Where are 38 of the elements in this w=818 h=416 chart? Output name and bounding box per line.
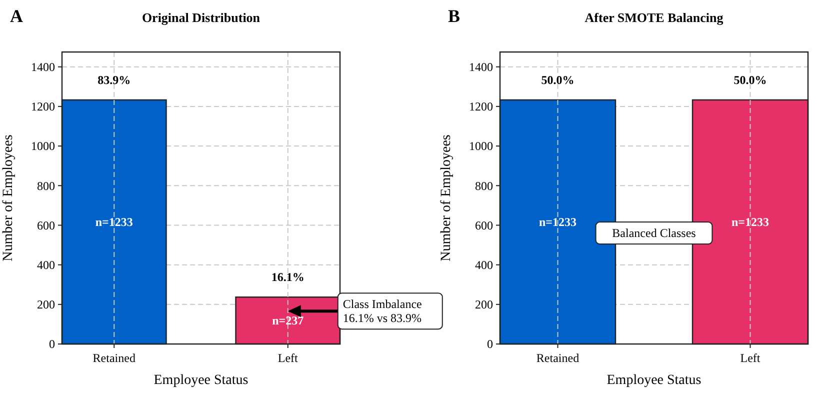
y-tick-label: 1200 [31,100,55,114]
y-tick-label: 200 [475,298,493,312]
data-label: n=237 [272,314,304,328]
data-label: n=1233 [95,215,133,230]
y-axis-title: Number of Employees [1,134,16,262]
y-axis-title: Number of Employees [439,134,454,262]
annotation: 83.9% [98,72,131,87]
y-tick-label: 600 [475,218,493,232]
y-tick-label: 0 [487,337,493,352]
x-tick-label: Left [278,351,299,365]
x-tick-label: Retained [92,351,136,365]
annotation: 50.0% [541,72,574,87]
y-tick-label: 1200 [469,100,493,114]
y-tick-label: 1000 [469,139,493,154]
x-axis-title: Employee Status [154,373,248,388]
text: A [10,6,23,26]
text: Class Imbalance 16.1% vs 83.9% [342,297,422,325]
x-tick-label: Retained [536,351,580,365]
y-tick-label: 400 [37,258,55,272]
x-axis-title: Employee Status [606,373,702,388]
x-tick-label: Left [740,351,761,365]
y-tick-label: 1000 [31,139,55,154]
y-tick-label: 1400 [469,60,493,74]
y-tick-label: 800 [475,178,493,193]
annotation: Balanced Classes [612,226,696,240]
y-tick-label: 800 [37,178,55,193]
annotation: 50.0% [734,72,767,87]
annotation: 16.1% [271,270,304,284]
y-tick-label: 1400 [31,60,55,74]
y-tick-label: 600 [37,218,55,232]
data-label: n=1233 [538,215,577,230]
y-tick-label: 200 [37,298,55,312]
chart-title: Original Distribution [142,10,261,25]
y-tick-label: 400 [475,258,493,272]
text: B [448,6,460,26]
chart-title: After SMOTE Balancing [584,10,724,25]
y-tick-label: 0 [49,337,55,352]
data-label: n=1233 [731,215,770,230]
